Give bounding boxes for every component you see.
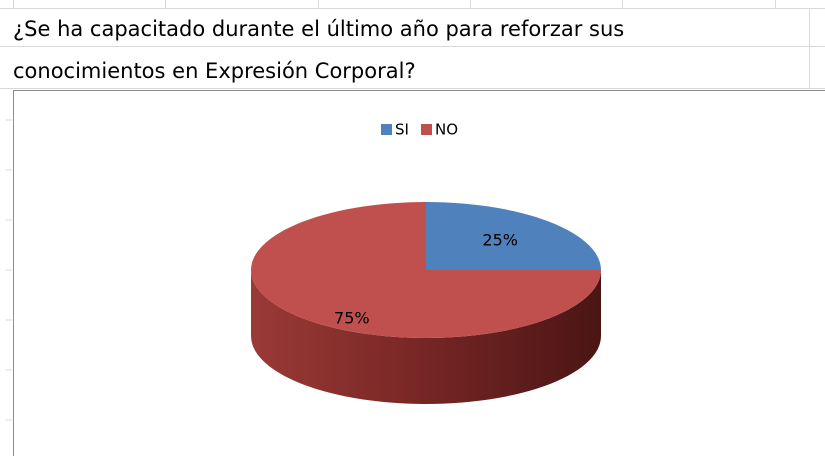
- pie: 25% 75%: [251, 202, 601, 404]
- value-label: 25%: [482, 231, 518, 250]
- pie-slice: [251, 202, 601, 338]
- legend-swatch: [381, 124, 392, 135]
- pie-slice: [426, 202, 601, 270]
- pie-side: [251, 270, 601, 404]
- value-label: 75%: [334, 308, 370, 327]
- legend: SI NO: [381, 121, 458, 139]
- title-line: ¿Se ha capacitado durante el último año …: [13, 17, 624, 41]
- legend-swatch: [421, 124, 432, 135]
- legend-label: SI: [395, 121, 409, 139]
- sheet-grid: [0, 0, 825, 421]
- title-line: conocimientos en Expresión Corporal?: [13, 59, 416, 83]
- legend-label: NO: [435, 121, 458, 139]
